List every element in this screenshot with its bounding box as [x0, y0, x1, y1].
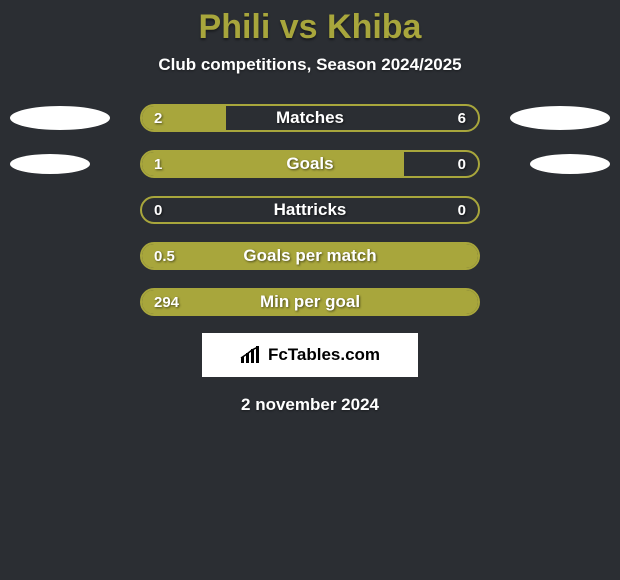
stat-row: Goals10 [0, 149, 620, 179]
subtitle: Club competitions, Season 2024/2025 [0, 55, 620, 75]
stat-bar: Goals10 [140, 150, 480, 178]
player-marker-left [10, 106, 110, 130]
stat-row: Hattricks0 0 [0, 195, 620, 225]
generated-date: 2 november 2024 [0, 395, 620, 415]
stat-label: Hattricks [142, 198, 478, 222]
player-marker-left [10, 154, 90, 174]
stat-value-left: 0 [154, 198, 162, 222]
stat-value-right: 6 [458, 106, 466, 130]
stat-row: Min per goal294 [0, 287, 620, 317]
player-marker-right [510, 106, 610, 130]
stat-bar: Hattricks0 0 [140, 196, 480, 224]
stat-value-right: 0 [458, 152, 466, 176]
stat-bar-fill [142, 106, 226, 130]
stat-bar: Goals per match0.5 [140, 242, 480, 270]
comparison-chart: Matches26Goals10Hattricks00Goals per mat… [0, 103, 620, 317]
bar-chart-icon [240, 346, 262, 364]
stat-row: Matches26 [0, 103, 620, 133]
stat-bar-fill [142, 244, 478, 268]
brand-badge: FcTables.com [202, 333, 418, 377]
stat-value-right: 0 [458, 198, 466, 222]
stat-bar-fill [142, 152, 404, 176]
brand-text: FcTables.com [268, 345, 380, 365]
stat-bar: Min per goal294 [140, 288, 480, 316]
player-marker-right [530, 154, 610, 174]
page-title: Phili vs Khiba [0, 0, 620, 47]
stat-bar: Matches26 [140, 104, 480, 132]
stat-bar-fill [142, 290, 478, 314]
stat-row: Goals per match0.5 [0, 241, 620, 271]
